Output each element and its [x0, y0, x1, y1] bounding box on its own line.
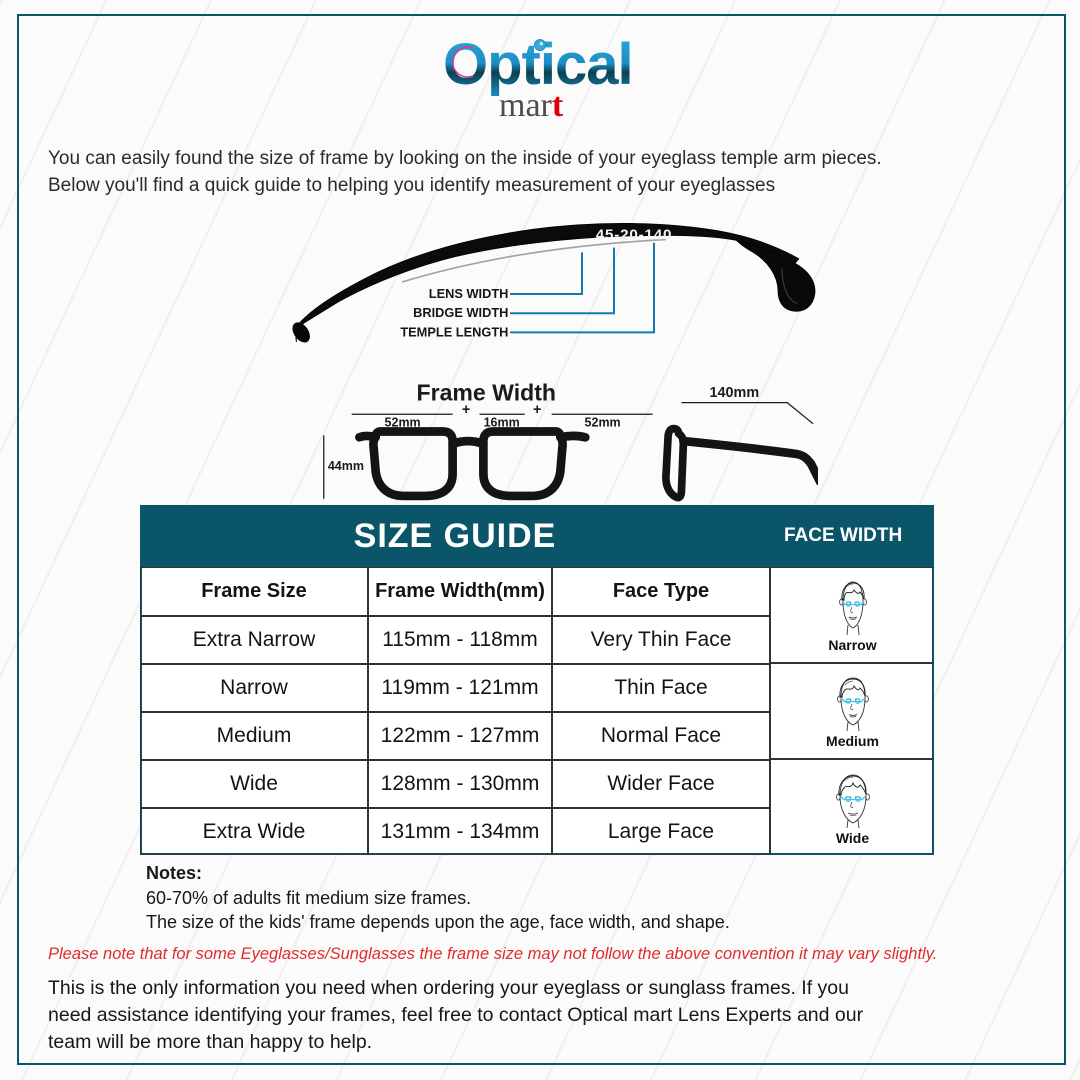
svg-text:52mm: 52mm: [585, 416, 621, 430]
svg-text:mart: mart: [499, 87, 564, 120]
svg-text:+: +: [533, 402, 541, 418]
svg-text:BRIDGE WIDTH: BRIDGE WIDTH: [413, 305, 508, 320]
svg-text:+: +: [462, 402, 470, 418]
svg-text:44mm: 44mm: [328, 459, 364, 473]
svg-text:LENS WIDTH: LENS WIDTH: [429, 286, 509, 301]
svg-text:TEMPLE LENGTH: TEMPLE LENGTH: [400, 324, 508, 339]
svg-text:45-20-140: 45-20-140: [596, 227, 672, 244]
svg-text:140mm: 140mm: [710, 385, 760, 401]
